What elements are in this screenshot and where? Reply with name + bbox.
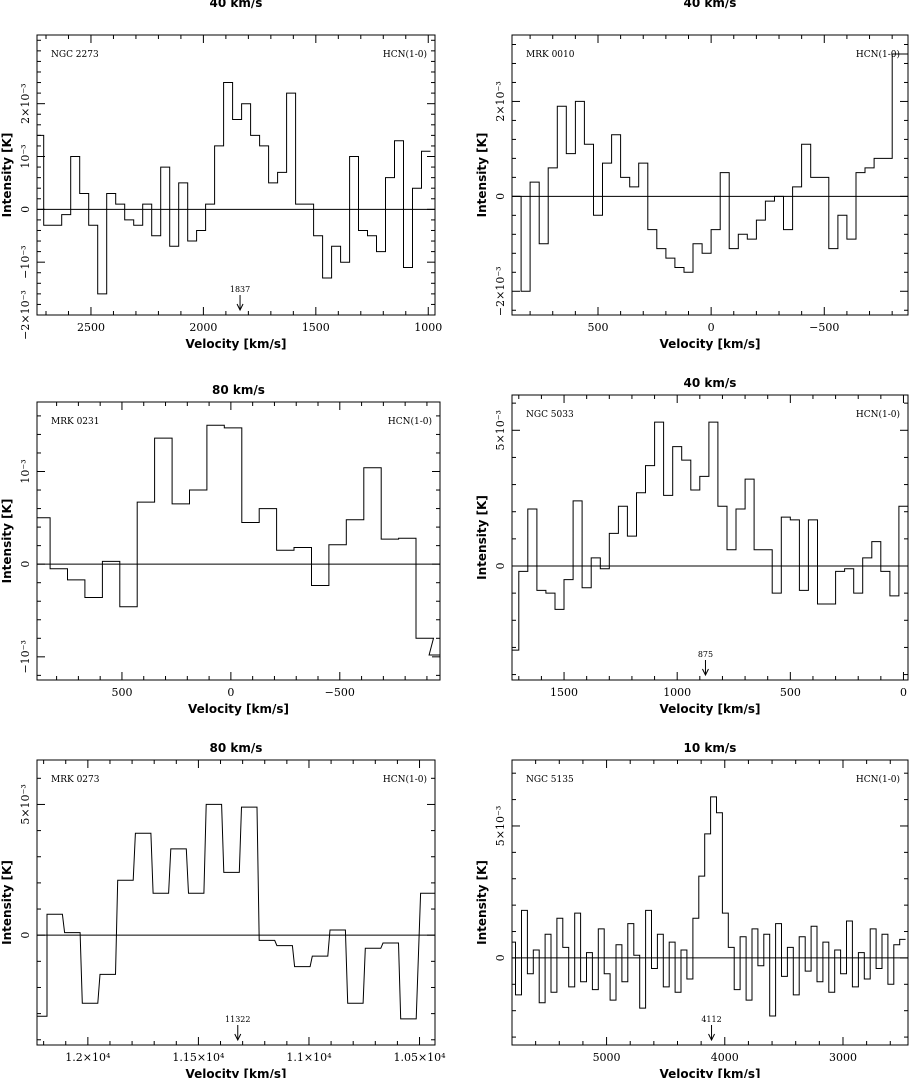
- y-axis-label: Intensity [K]: [0, 133, 14, 218]
- line-name: HCN(1-0): [383, 49, 427, 60]
- x-tick-label: 500: [587, 321, 608, 334]
- y-axis-label: Intensity [K]: [0, 499, 14, 584]
- x-tick-label: 1.15×10⁴: [172, 1051, 225, 1064]
- y-tick-label: 10⁻³: [19, 459, 32, 483]
- y-tick-label: 2×10⁻³: [19, 83, 32, 123]
- plot-frame: [511, 34, 909, 316]
- x-tick-label: 1.1×10⁴: [286, 1051, 332, 1064]
- source-name: MRK 0231: [51, 417, 99, 427]
- spectrum-panel-2: 40 km/s MRK 0010 HCN(1-0) 500 0 −500 −2×10⁻³ 0 2…: [475, 0, 909, 351]
- velocity-marker-head: [234, 1033, 242, 1042]
- x-tick-label: 1000: [414, 321, 442, 334]
- velocity-marker-label: 875: [698, 650, 713, 659]
- plot-frame: [511, 394, 909, 681]
- x-axis-label: Velocity [km/s]: [188, 702, 289, 716]
- y-tick-label: 5×10⁻³: [19, 784, 32, 824]
- x-tick-label: 2000: [189, 321, 217, 334]
- x-axis-label: Velocity [km/s]: [185, 1067, 286, 1078]
- spectrum-panel-5: 80 km/s MRK 0273 HCN(1-0) 1.2×10⁴ 1.15×10⁴ 1.…: [0, 741, 446, 1078]
- y-axis-label: Intensity [K]: [475, 495, 489, 580]
- x-tick-label: 1500: [550, 686, 578, 699]
- y-tick-label: −10⁻³: [19, 245, 32, 278]
- x-axis-label: Velocity [km/s]: [185, 337, 286, 351]
- source-name: NGC 5135: [526, 775, 574, 785]
- spectrum-trace: [37, 424, 440, 656]
- source-name: NGC 5033: [526, 410, 574, 420]
- y-tick-label: 10⁻³: [19, 144, 32, 168]
- plot-frame: [511, 759, 909, 1046]
- velocity-marker-head: [236, 303, 244, 312]
- y-axis-label: Intensity [K]: [475, 133, 489, 218]
- plot-frame: [36, 401, 441, 681]
- line-name: HCN(1-0): [856, 409, 900, 420]
- velocity-marker-label: 1837: [230, 285, 250, 294]
- x-tick-label: 3000: [829, 1051, 857, 1064]
- panel-title: 80 km/s: [210, 741, 263, 755]
- source-name: MRK 0010: [526, 50, 575, 60]
- x-tick-label: 1.05×10⁴: [393, 1051, 446, 1064]
- x-tick-label: 1.2×10⁴: [65, 1051, 111, 1064]
- spectrum-panel-3: 80 km/s MRK 0231 HCN(1-0) 500 0 −500 −10⁻³ 0 10⁻…: [0, 383, 441, 716]
- plot-frame: [36, 759, 436, 1046]
- y-axis-label: Intensity [K]: [0, 860, 14, 945]
- y-tick-label: 2×10⁻³: [494, 81, 507, 121]
- x-axis-label: Velocity [km/s]: [659, 1067, 760, 1078]
- y-tick-label: 0: [19, 206, 32, 213]
- spectrum-trace: [512, 421, 908, 651]
- x-tick-label: −500: [325, 686, 355, 699]
- line-name: HCN(1-0): [383, 774, 427, 785]
- y-tick-label: −2×10⁻³: [494, 266, 507, 316]
- x-tick-label: 5000: [593, 1051, 621, 1064]
- velocity-marker-head: [708, 1033, 715, 1042]
- source-name: NGC 2273: [51, 50, 99, 60]
- x-tick-label: 2500: [77, 321, 105, 334]
- spectrum-trace: [37, 82, 431, 295]
- x-tick-label: 4000: [711, 1051, 739, 1064]
- y-tick-label: 0: [19, 561, 32, 568]
- spectrum-trace: [37, 803, 435, 1020]
- y-tick-label: 0: [494, 954, 507, 961]
- velocity-marker-label: 4112: [701, 1015, 721, 1024]
- y-tick-label: −2×10⁻³: [19, 290, 32, 340]
- y-tick-label: 0: [19, 932, 32, 939]
- y-axis-label: Intensity [K]: [475, 860, 489, 945]
- spectrum-trace: [512, 796, 906, 1017]
- velocity-marker-label: 11322: [225, 1015, 250, 1024]
- spectrum-trace: [512, 53, 908, 292]
- x-tick-label: 0: [900, 686, 907, 699]
- y-tick-label: −10⁻³: [19, 640, 32, 673]
- y-tick-label: 5×10⁻³: [494, 806, 507, 846]
- line-name: HCN(1-0): [388, 416, 432, 427]
- source-name: MRK 0273: [51, 775, 100, 785]
- line-name: HCN(1-0): [856, 774, 900, 785]
- panel-title: 40 km/s: [684, 0, 737, 10]
- x-tick-label: 1500: [302, 321, 330, 334]
- spectrum-panel-4: 40 km/s NGC 5033 HCN(1-0) 1500 1000 500 0 0 5×10…: [475, 376, 909, 716]
- panel-title: 80 km/s: [212, 383, 265, 397]
- panel-title: 10 km/s: [684, 741, 737, 755]
- x-tick-label: 500: [780, 686, 801, 699]
- y-tick-label: 0: [494, 193, 507, 200]
- line-name: HCN(1-0): [856, 49, 900, 60]
- x-axis-label: Velocity [km/s]: [659, 702, 760, 716]
- x-tick-label: 0: [227, 686, 234, 699]
- y-tick-label: 0: [494, 563, 507, 570]
- x-axis-label: Velocity [km/s]: [659, 337, 760, 351]
- plot-frame: [36, 34, 436, 316]
- spectrum-panel-6: 10 km/s NGC 5135 HCN(1-0) 5000 4000 3000 0 5×10…: [475, 741, 909, 1078]
- x-tick-label: −500: [809, 321, 839, 334]
- y-tick-label: 5×10⁻³: [494, 410, 507, 450]
- x-tick-label: 0: [708, 321, 715, 334]
- spectrum-panel-1: 40 km/s NGC 2273 HCN(1-0) 2500 2000 1500 1000 −…: [0, 0, 442, 351]
- panel-title: 40 km/s: [210, 0, 263, 10]
- velocity-marker-head: [702, 668, 709, 677]
- x-tick-label: 1000: [663, 686, 691, 699]
- panel-title: 40 km/s: [684, 376, 737, 390]
- x-tick-label: 500: [111, 686, 132, 699]
